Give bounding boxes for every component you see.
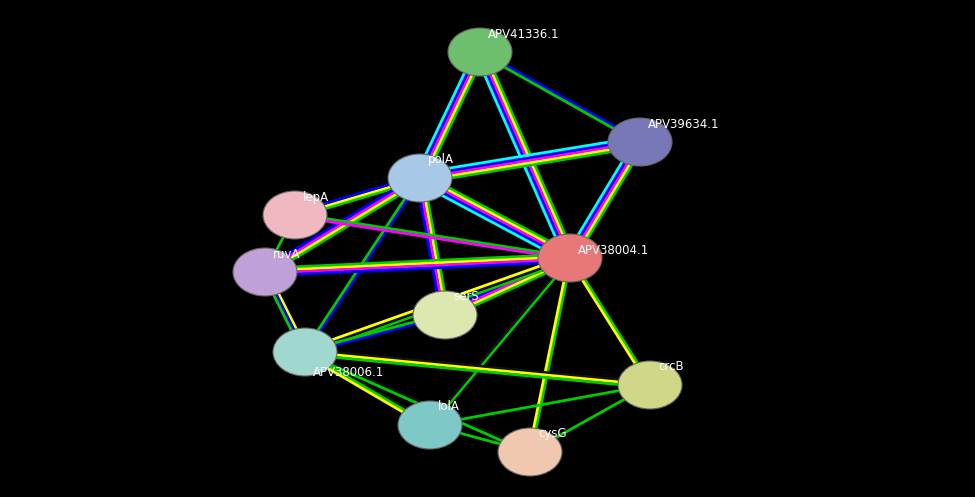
- Text: lepA: lepA: [303, 190, 330, 203]
- Text: APV38004.1: APV38004.1: [578, 244, 649, 256]
- Ellipse shape: [233, 248, 297, 296]
- Text: APV41336.1: APV41336.1: [488, 27, 560, 40]
- Ellipse shape: [498, 428, 562, 476]
- Ellipse shape: [538, 234, 602, 282]
- Ellipse shape: [273, 328, 337, 376]
- Ellipse shape: [448, 28, 512, 76]
- Text: polA: polA: [428, 154, 454, 166]
- Ellipse shape: [413, 291, 477, 339]
- Ellipse shape: [608, 118, 672, 166]
- Text: APV39634.1: APV39634.1: [648, 117, 720, 131]
- Text: crcB: crcB: [658, 360, 683, 374]
- Ellipse shape: [618, 361, 682, 409]
- Ellipse shape: [263, 191, 327, 239]
- Text: cysG: cysG: [538, 427, 566, 440]
- Text: lolA: lolA: [438, 401, 460, 414]
- Ellipse shape: [398, 401, 462, 449]
- Text: APV38006.1: APV38006.1: [313, 365, 384, 379]
- Text: serS: serS: [453, 291, 479, 304]
- Ellipse shape: [388, 154, 452, 202]
- Text: ruvA: ruvA: [273, 248, 300, 260]
